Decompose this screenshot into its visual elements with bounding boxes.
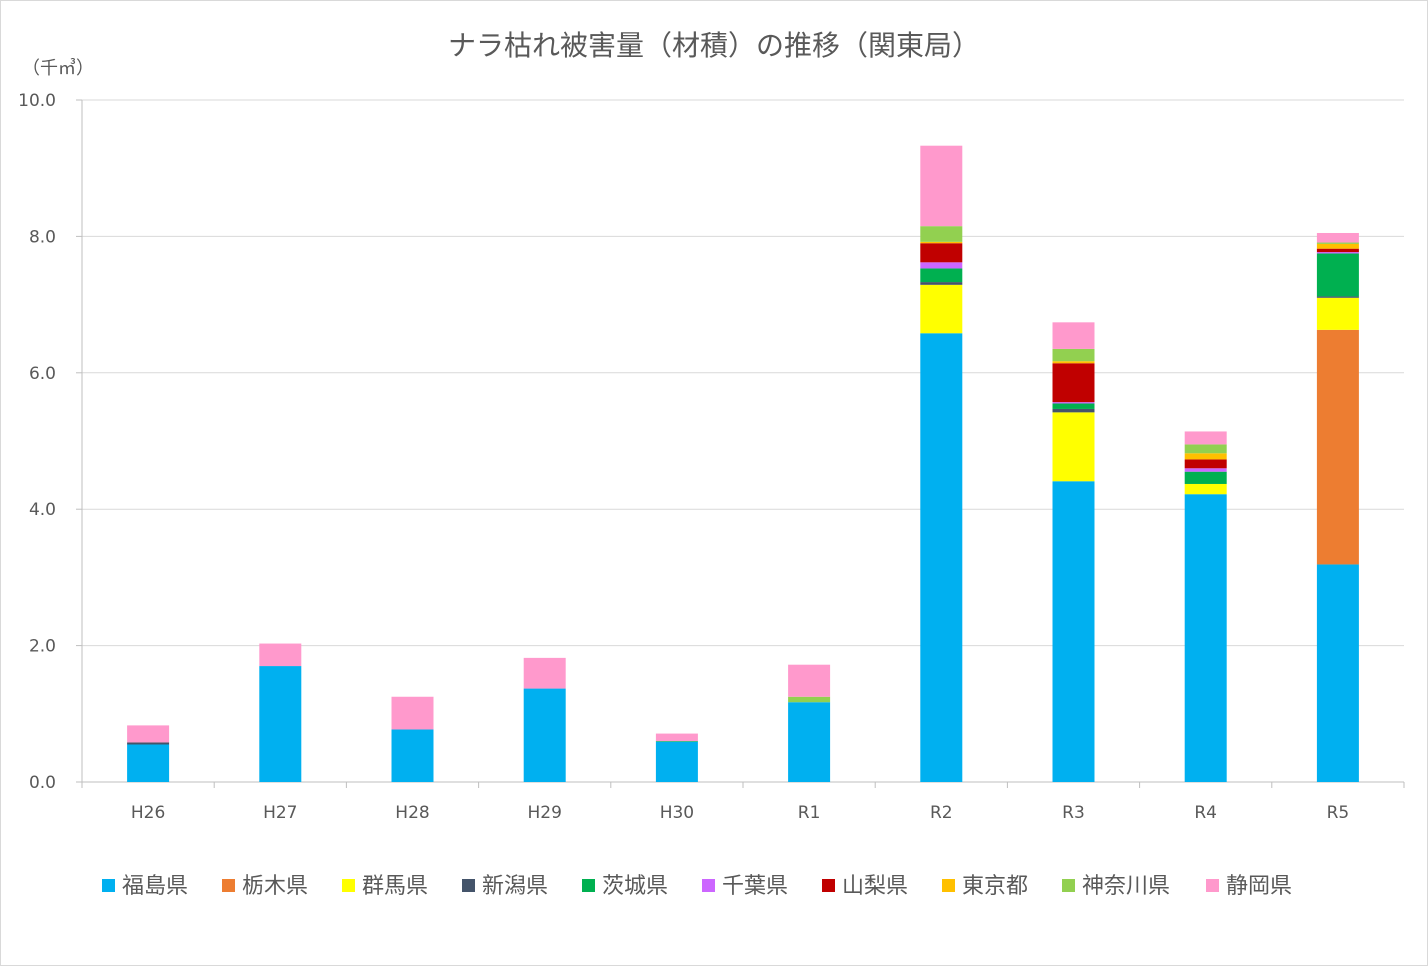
bar-segment <box>1184 453 1227 460</box>
legend: 福島県 栃木県 群馬県 新潟県 茨城県 千葉県 山梨県 東京都 神奈川県 静岡県 <box>102 874 1292 899</box>
bar-segment <box>920 333 963 782</box>
y-tick-label: 6.0 <box>29 364 56 384</box>
bar-segment <box>127 742 170 745</box>
bar-segment <box>391 696 434 730</box>
x-tick-label: R5 <box>1327 803 1350 823</box>
y-tick-label: 10.0 <box>18 91 56 111</box>
bar-segment <box>1052 412 1095 482</box>
legend-swatch <box>582 879 595 892</box>
bar-segment <box>1052 481 1095 782</box>
legend-label: 神奈川県 <box>1082 874 1170 899</box>
bar-segment <box>1052 322 1095 349</box>
bar-segment <box>391 729 434 782</box>
legend-swatch <box>462 879 475 892</box>
bar-segment <box>920 284 963 334</box>
y-tick-labels: 0.0 2.0 4.0 6.0 8.0 10.0 <box>18 91 56 793</box>
legend-swatch <box>702 879 715 892</box>
bar-segment <box>655 741 698 782</box>
legend-swatch <box>1206 879 1219 892</box>
bar-segment <box>1184 444 1227 454</box>
bar-segment <box>920 145 963 227</box>
bar-segment <box>1052 408 1095 413</box>
legend-label: 千葉県 <box>722 874 788 899</box>
bar-segment <box>127 744 170 782</box>
bar-segment <box>1316 242 1359 244</box>
legend-label: 静岡県 <box>1226 874 1292 899</box>
bar-segment <box>1316 232 1359 243</box>
bar-segment <box>259 666 302 782</box>
legend-label: 群馬県 <box>362 874 428 899</box>
legend-label: 茨城県 <box>602 874 668 899</box>
bar-segment <box>1184 431 1227 445</box>
bar-segment <box>1316 252 1359 254</box>
x-tick-labels: H26 H27 H28 H29 H30 R1 R2 R3 R4 R5 <box>131 803 1349 823</box>
bar-segment <box>127 725 170 743</box>
bar-segment <box>1184 468 1227 472</box>
legend-swatch <box>102 879 115 892</box>
bar-segment <box>1316 253 1359 297</box>
chart-title: ナラ枯れ被害量（材積）の推移（関東局） <box>448 29 980 62</box>
gridlines <box>82 99 1404 647</box>
bar-segment <box>1316 564 1359 782</box>
x-tick-label: R4 <box>1194 803 1217 823</box>
x-tick-label: R1 <box>798 803 821 823</box>
bar-segment <box>1184 483 1227 495</box>
bar-segment <box>523 657 566 689</box>
bar-segment <box>1052 361 1095 364</box>
x-tick-label: H29 <box>527 803 561 823</box>
bar-segment <box>920 282 963 285</box>
legend-label: 新潟県 <box>482 874 548 899</box>
bar-segment <box>1184 459 1227 469</box>
bar-segment <box>1316 296 1359 298</box>
y-tick-label: 2.0 <box>29 637 56 657</box>
bar-segment <box>1184 494 1227 782</box>
bar-segment <box>788 664 831 697</box>
x-tick-label: R3 <box>1062 803 1085 823</box>
legend-swatch <box>942 879 955 892</box>
bar-segment <box>1316 297 1359 330</box>
x-tick-label: H26 <box>131 803 165 823</box>
bar-segment <box>788 702 831 782</box>
bar-segment <box>1052 402 1095 404</box>
axes <box>76 99 1405 788</box>
legend-label: 山梨県 <box>842 874 908 899</box>
legend-swatch <box>342 879 355 892</box>
bar-segment <box>920 262 963 269</box>
bar-segment <box>788 696 831 703</box>
y-tick-label: 4.0 <box>29 500 56 520</box>
bar-segment <box>259 643 302 667</box>
bar-segment <box>920 226 963 242</box>
legend-swatch <box>822 879 835 892</box>
bar-segment <box>523 688 566 782</box>
bar-segment <box>1316 329 1359 565</box>
legend-swatch <box>1062 879 1075 892</box>
y-tick-label: 0.0 <box>29 773 56 793</box>
bar-segment <box>1052 403 1095 409</box>
unit-label: （千㎥） <box>22 58 94 79</box>
legend-label: 東京都 <box>962 874 1028 899</box>
bar-segment <box>655 733 698 742</box>
bar-segment <box>920 243 963 263</box>
bar-segment <box>1052 348 1095 362</box>
x-tick-label: H27 <box>263 803 297 823</box>
bar-segment <box>920 241 963 244</box>
bar-segment <box>1184 471 1227 484</box>
legend-label: 栃木県 <box>242 874 308 899</box>
x-tick-label: R2 <box>930 803 953 823</box>
bar-segment <box>1316 243 1359 249</box>
legend-swatch <box>222 879 235 892</box>
x-tick-label: H28 <box>395 803 429 823</box>
y-tick-label: 8.0 <box>29 227 56 247</box>
x-tick-label: H30 <box>660 803 694 823</box>
legend-label: 福島県 <box>122 874 188 899</box>
bar-segment <box>1316 248 1359 253</box>
bar-segment <box>1052 363 1095 403</box>
bars <box>127 145 1359 782</box>
bar-segment <box>655 741 698 742</box>
bar-segment <box>920 268 963 283</box>
